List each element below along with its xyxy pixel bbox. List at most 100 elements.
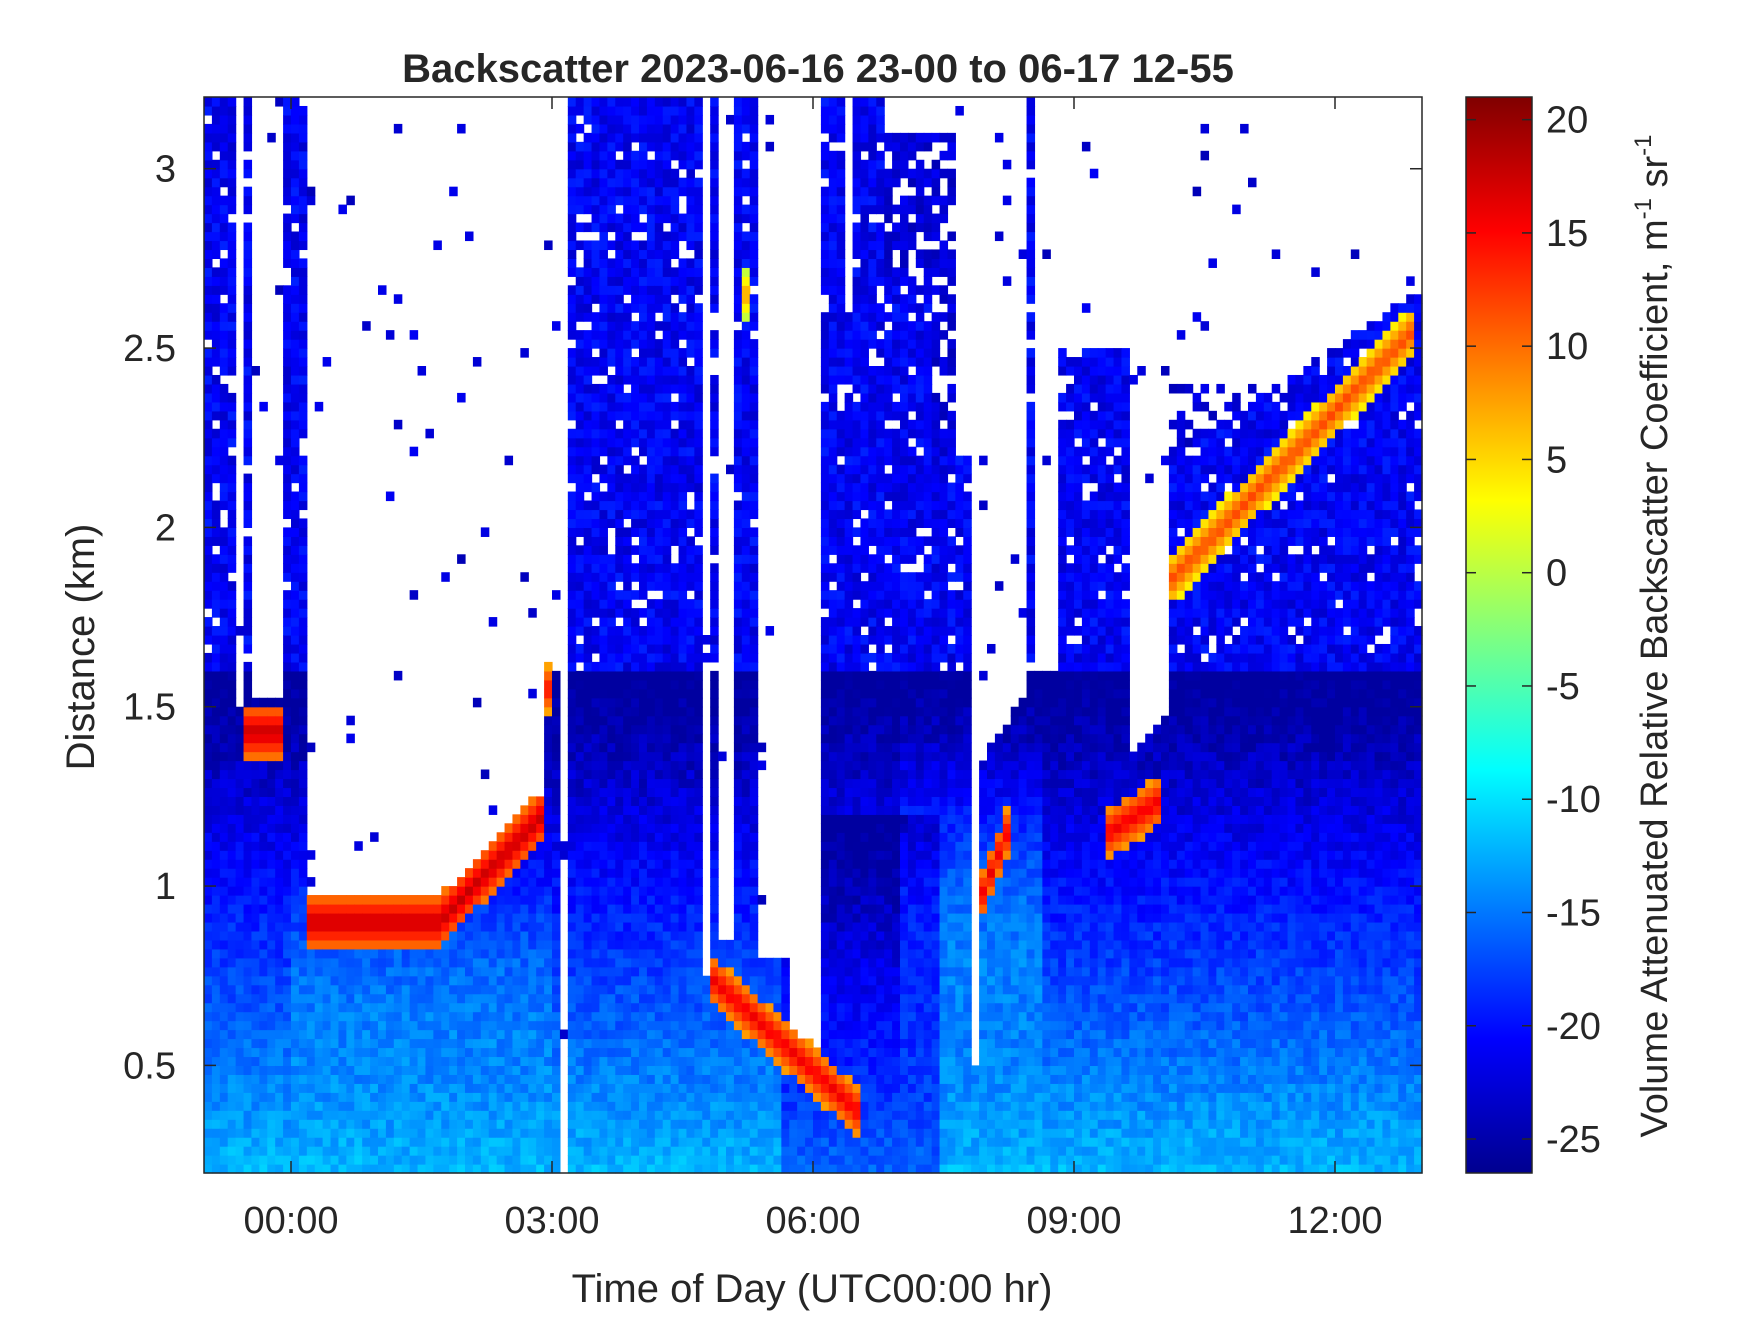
heatmap-cell xyxy=(220,501,229,511)
heatmap-cell xyxy=(220,223,229,233)
heatmap-cell xyxy=(663,492,672,502)
heatmap-cell xyxy=(584,178,593,188)
heatmap-cell xyxy=(386,1092,395,1102)
heatmap-cell xyxy=(212,223,221,233)
heatmap-cell xyxy=(631,1039,640,1049)
heatmap-cell xyxy=(655,994,664,1004)
heatmap-cell xyxy=(655,796,664,806)
heatmap-cell xyxy=(663,653,672,663)
heatmap-cell xyxy=(552,886,561,896)
heatmap-cell xyxy=(615,886,624,896)
heatmap-cell xyxy=(299,402,308,412)
heatmap-cell xyxy=(204,492,213,502)
heatmap-cell xyxy=(370,994,379,1004)
heatmap-cell xyxy=(639,895,648,905)
heatmap-cell xyxy=(742,590,751,600)
heatmap-cell xyxy=(663,689,672,699)
heatmap-cell xyxy=(291,895,300,905)
heatmap-cell xyxy=(378,1065,387,1075)
heatmap-cell xyxy=(750,151,759,161)
heatmap-cell xyxy=(592,456,601,466)
heatmap-cell xyxy=(671,429,680,439)
heatmap-cell xyxy=(773,1047,782,1057)
heatmap-cell xyxy=(584,743,593,753)
heatmap-cell xyxy=(212,393,221,403)
heatmap-cell xyxy=(615,814,624,824)
heatmap-cell xyxy=(679,375,688,385)
heatmap-cell xyxy=(781,967,790,977)
heatmap-cell xyxy=(299,994,308,1004)
heatmap-cell xyxy=(204,716,213,726)
heatmap-cell xyxy=(441,994,450,1004)
heatmap-cell xyxy=(457,1003,466,1013)
heatmap-cell xyxy=(402,1003,411,1013)
heatmap-cell xyxy=(663,348,672,358)
heatmap-cell xyxy=(228,205,237,215)
heatmap-cell xyxy=(299,536,308,546)
heatmap-cell xyxy=(544,994,553,1004)
heatmap-cell xyxy=(433,240,442,250)
heatmap-cell xyxy=(694,205,703,215)
heatmap-cell xyxy=(204,1110,213,1120)
heatmap-cell xyxy=(378,1074,387,1084)
heatmap-cell xyxy=(599,518,608,528)
heatmap-cell xyxy=(568,563,577,573)
heatmap-cell xyxy=(228,232,237,242)
heatmap-cell xyxy=(291,752,300,762)
heatmap-cell xyxy=(212,868,221,878)
heatmap-cell xyxy=(679,895,688,905)
heatmap-cell xyxy=(212,339,221,349)
heatmap-cell xyxy=(631,823,640,833)
heatmap-cell xyxy=(671,375,680,385)
heatmap-cell xyxy=(718,1030,727,1040)
heatmap-cell xyxy=(734,671,743,681)
heatmap-cell xyxy=(576,563,585,573)
heatmap-cell xyxy=(576,518,585,528)
heatmap-cell xyxy=(568,868,577,878)
heatmap-cell xyxy=(615,267,624,277)
heatmap-cell xyxy=(750,474,759,484)
heatmap-cell xyxy=(528,814,537,824)
heatmap-cell xyxy=(710,931,719,941)
heatmap-cell xyxy=(410,1056,419,1066)
heatmap-cell xyxy=(433,1065,442,1075)
heatmap-cell xyxy=(568,1092,577,1102)
heatmap-cell xyxy=(671,976,680,986)
heatmap-cell xyxy=(212,913,221,923)
heatmap-cell xyxy=(418,1056,427,1066)
heatmap-cell xyxy=(528,940,537,950)
heatmap-cell xyxy=(726,115,735,125)
heatmap-cell xyxy=(418,1128,427,1138)
heatmap-cell xyxy=(639,501,648,511)
heatmap-cell xyxy=(283,1146,292,1156)
heatmap-cell xyxy=(679,644,688,654)
heatmap-cell xyxy=(615,509,624,519)
heatmap-cell xyxy=(679,554,688,564)
heatmap-cell xyxy=(694,509,703,519)
heatmap-cell xyxy=(789,1155,798,1165)
heatmap-cell xyxy=(362,1030,371,1040)
heatmap-cell xyxy=(212,554,221,564)
heatmap-cell xyxy=(457,1056,466,1066)
heatmap-cell xyxy=(204,258,213,268)
heatmap-cell xyxy=(655,205,664,215)
heatmap-cell xyxy=(631,124,640,134)
heatmap-cell xyxy=(750,214,759,224)
heatmap-cell xyxy=(607,258,616,268)
heatmap-cell xyxy=(671,384,680,394)
heatmap-cell xyxy=(663,232,672,242)
heatmap-cell xyxy=(663,330,672,340)
heatmap-cell xyxy=(773,958,782,968)
heatmap-cell xyxy=(299,527,308,537)
heatmap-cell xyxy=(465,1083,474,1093)
heatmap-cell xyxy=(576,698,585,708)
heatmap-cell xyxy=(671,1137,680,1147)
heatmap-cell xyxy=(212,967,221,977)
heatmap-cell xyxy=(742,106,751,116)
heatmap-cell xyxy=(244,169,253,179)
heatmap-cell xyxy=(244,787,253,797)
heatmap-cell xyxy=(362,1092,371,1102)
heatmap-cell xyxy=(607,357,616,367)
heatmap-cell xyxy=(338,1047,347,1057)
heatmap-cell xyxy=(710,770,719,780)
